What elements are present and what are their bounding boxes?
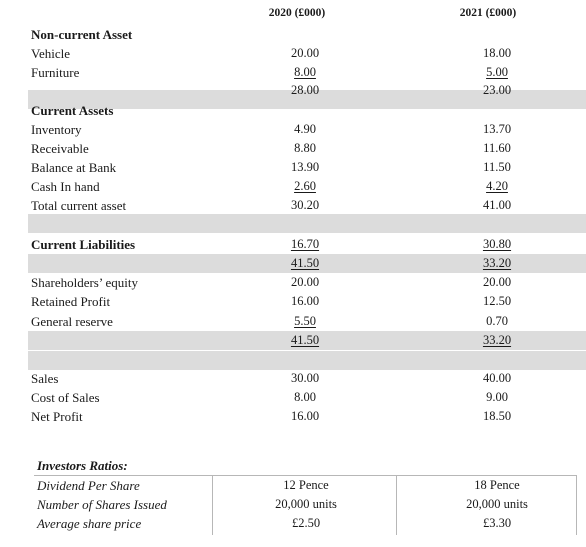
spacer-band [28, 254, 586, 273]
value-2021: 33.20 [482, 333, 512, 347]
value-2020: 28.00 [290, 83, 320, 97]
value-2021: 11.60 [483, 141, 511, 155]
net-assets-row: 41.50 33.20 [28, 254, 586, 273]
table-row: General reserve 5.50 0.70 [28, 312, 586, 331]
section-title-row: Non-current Asset [28, 25, 586, 44]
section-title-row: Current Assets [28, 101, 586, 120]
table-row: Current Liabilities 16.70 30.80 [28, 235, 586, 254]
grid-line [396, 475, 397, 535]
row-label: Total current asset [31, 198, 127, 213]
value-2021: 4.20 [486, 179, 508, 193]
table-row: Cash In hand 2.60 4.20 [28, 177, 586, 196]
grid-line [576, 475, 577, 535]
grid-line [34, 475, 576, 476]
value-2020: 20.00 [290, 46, 320, 60]
row-label: Receivable [31, 141, 89, 156]
value-2020: 8.80 [294, 141, 316, 155]
value-2020: 16.00 [290, 409, 320, 423]
total-row: Total current asset 30.20 41.00 [28, 196, 586, 215]
row-label: Balance at Bank [31, 160, 117, 175]
value-2021: £3.30 [482, 516, 512, 530]
column-header-2020: 2020 (£000) [268, 7, 326, 19]
current-assets-title: Current Assets [31, 103, 114, 118]
subtotal-row: 41.50 33.20 [28, 331, 586, 350]
row-label: Dividend Per Share [37, 478, 140, 493]
table-row: Dividend Per Share 12 Pence 18 Pence [34, 476, 586, 495]
table-row: Furniture 8.00 5.00 [28, 63, 586, 82]
table-row: Receivable 8.80 11.60 [28, 139, 586, 158]
grid-line [212, 475, 213, 535]
section-title-row: Investors Ratios: [34, 456, 586, 475]
spacer-band [28, 214, 586, 233]
value-2021: 23.00 [482, 83, 512, 97]
current-liabilities-title: Current Liabilities [31, 237, 136, 252]
row-label: Vehicle [31, 46, 70, 61]
value-2020: 20,000 units [275, 497, 337, 511]
value-2020: 12 Pence [283, 478, 329, 492]
value-2020: 30.00 [290, 371, 320, 385]
value-2020: 16.00 [290, 294, 320, 308]
row-label: General reserve [31, 314, 113, 329]
value-2020: 4.90 [294, 122, 316, 136]
value-2021: 41.00 [482, 198, 512, 212]
table-row: Net Profit 16.00 18.50 [28, 407, 586, 426]
subtotal-row: 28.00 23.00 [28, 81, 586, 100]
row-label: Cost of Sales [31, 390, 100, 405]
value-2021: 40.00 [482, 371, 512, 385]
value-2020: 8.00 [294, 390, 316, 404]
value-2020: 8.00 [294, 65, 316, 79]
value-2020: 5.50 [294, 314, 316, 328]
row-label: Average share price [37, 516, 142, 531]
row-label: Retained Profit [31, 294, 111, 309]
table-row: Average share price £2.50 £3.30 [34, 514, 586, 533]
non-current-title: Non-current Asset [31, 27, 133, 42]
row-label: Furniture [31, 65, 80, 80]
row-label: Sales [31, 371, 59, 386]
value-2021: 0.70 [486, 314, 508, 328]
value-2021: 11.50 [483, 160, 511, 174]
value-2021: 20,000 units [466, 497, 528, 511]
spacer-band [28, 331, 586, 350]
value-2020: 41.50 [290, 256, 320, 270]
value-2021: 20.00 [482, 275, 512, 289]
row-label: Cash In hand [31, 179, 100, 194]
value-2021: 30.80 [482, 237, 512, 251]
row-label: Net Profit [31, 409, 83, 424]
value-2021: 13.70 [482, 122, 512, 136]
value-2020: 13.90 [290, 160, 320, 174]
row-label: Number of Shares Issued [37, 497, 167, 512]
table-row: Sales 30.00 40.00 [28, 369, 586, 388]
table-row: Balance at Bank 13.90 11.50 [28, 158, 586, 177]
row-label: Inventory [31, 122, 82, 137]
spacer-band [28, 351, 586, 370]
value-2021: 9.00 [486, 390, 508, 404]
value-2021: 33.20 [482, 256, 512, 270]
value-2021: 18.00 [482, 46, 512, 60]
value-2021: 5.00 [486, 65, 508, 79]
table-row: Cost of Sales 8.00 9.00 [28, 388, 586, 407]
value-2020: £2.50 [291, 516, 321, 530]
value-2020: 16.70 [290, 237, 320, 251]
value-2020: 20.00 [290, 275, 320, 289]
value-2020: 2.60 [294, 179, 316, 193]
table-row: Vehicle 20.00 18.00 [28, 44, 586, 63]
table-row: Inventory 4.90 13.70 [28, 120, 586, 139]
row-label: Shareholders’ equity [31, 275, 138, 290]
investors-title: Investors Ratios: [37, 458, 128, 473]
table-row: Number of Shares Issued 20,000 units 20,… [34, 495, 586, 514]
table-row: Shareholders’ equity 20.00 20.00 [28, 273, 586, 292]
value-2020: 30.20 [290, 198, 320, 212]
table-row: Retained Profit 16.00 12.50 [28, 292, 586, 311]
column-header-2021: 2021 (£000) [459, 7, 517, 19]
spacer-band [28, 90, 586, 109]
value-2021: 12.50 [482, 294, 512, 308]
value-2020: 41.50 [290, 333, 320, 347]
value-2021: 18 Pence [474, 478, 520, 492]
value-2021: 18.50 [482, 409, 512, 423]
